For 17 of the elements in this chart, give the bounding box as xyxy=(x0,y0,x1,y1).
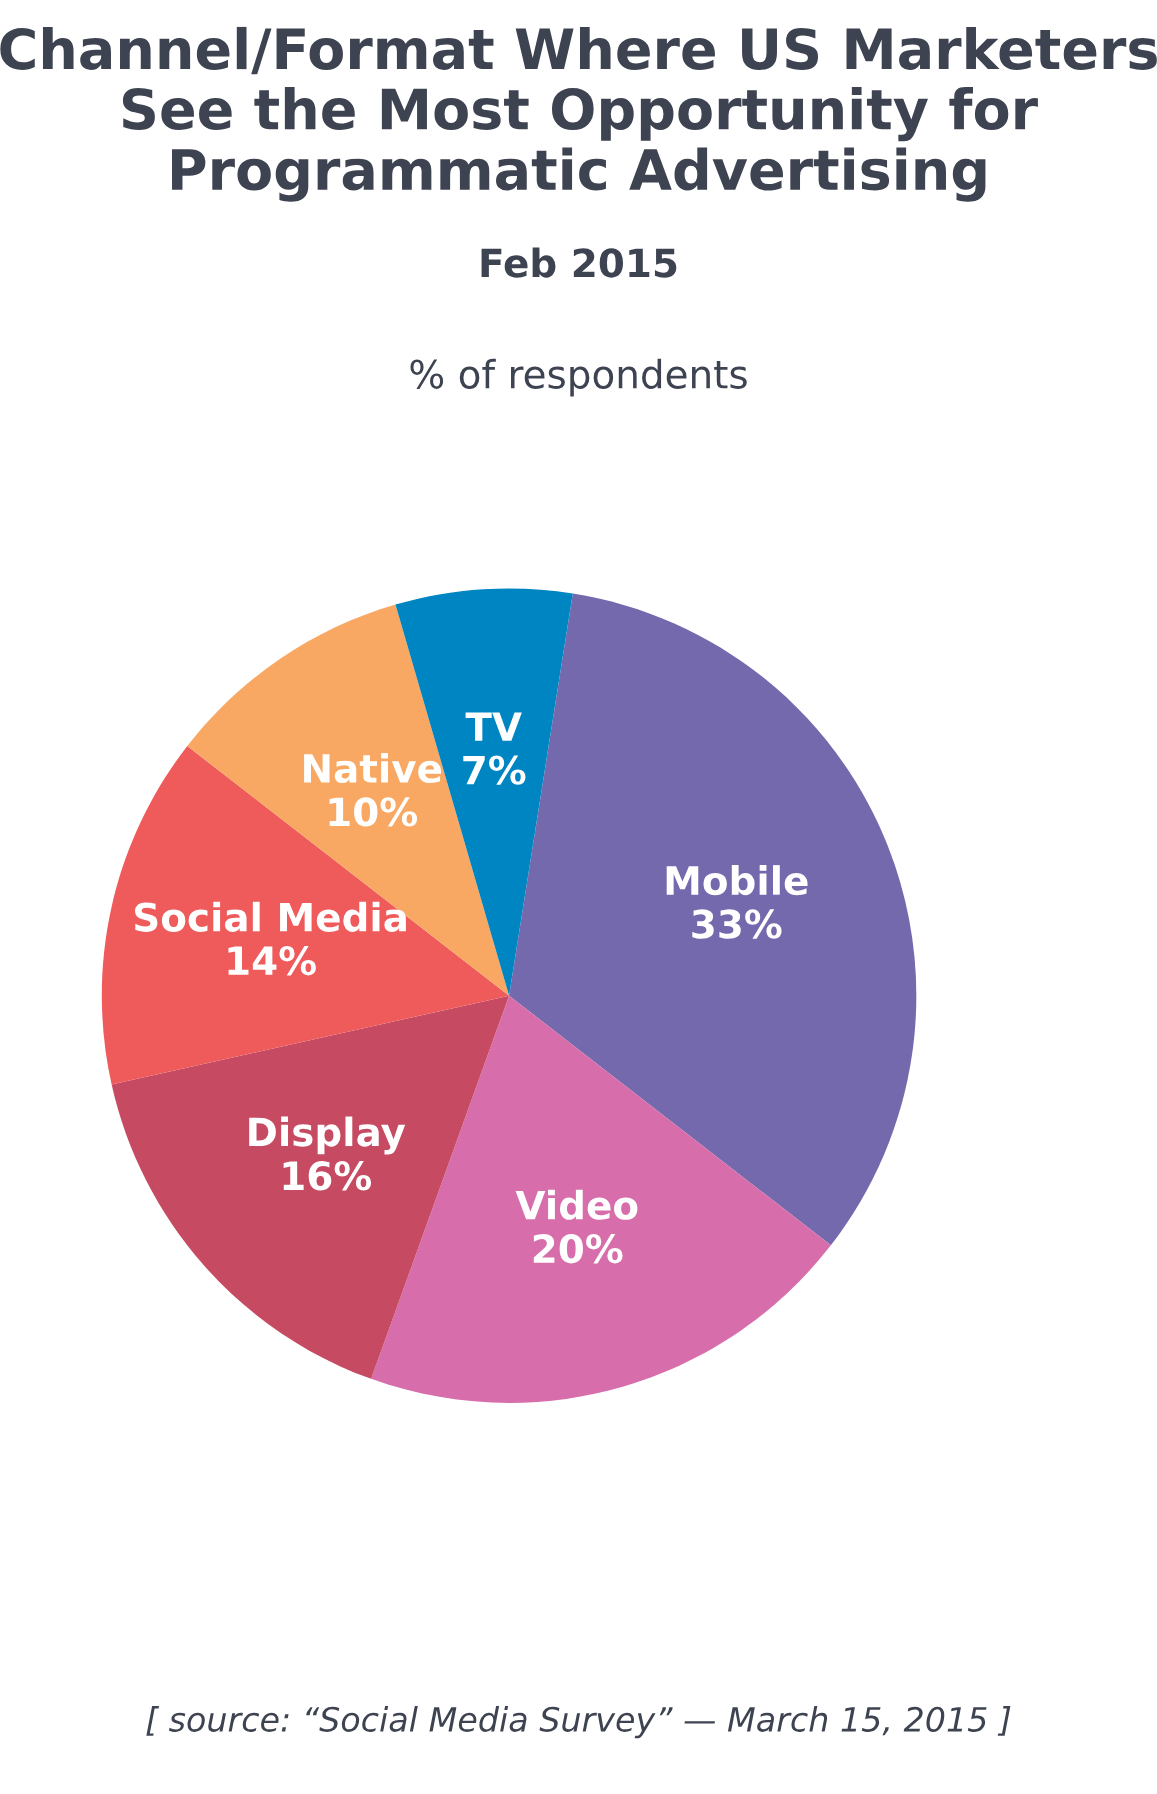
data-label: 10% xyxy=(329,797,418,827)
slice-label: Video xyxy=(515,1189,638,1220)
data-label: 16% xyxy=(283,1161,372,1191)
data-label: 20% xyxy=(533,1233,623,1264)
data-label: 14% xyxy=(228,946,316,976)
data-label: 33% xyxy=(692,909,782,939)
slice-label: Native xyxy=(304,752,442,784)
text: % of respondents xyxy=(410,358,747,397)
chart-subtitle: Feb 2015 xyxy=(481,247,677,278)
slice-label: Display xyxy=(249,1116,406,1155)
slice-label: Social Media xyxy=(135,901,406,932)
text: [ source: “Social Media Survey” — March 15, 2015 ] xyxy=(146,1706,1011,1739)
slice-label: TV xyxy=(465,712,522,741)
slice-label: Mobile xyxy=(666,865,808,896)
chart-title: Channel/Format Where US Marketers See the Most Opportunity for Programmatic Advertising xyxy=(0,26,1157,202)
data-label: 7% xyxy=(463,755,526,785)
pie-slice xyxy=(111,995,510,1379)
